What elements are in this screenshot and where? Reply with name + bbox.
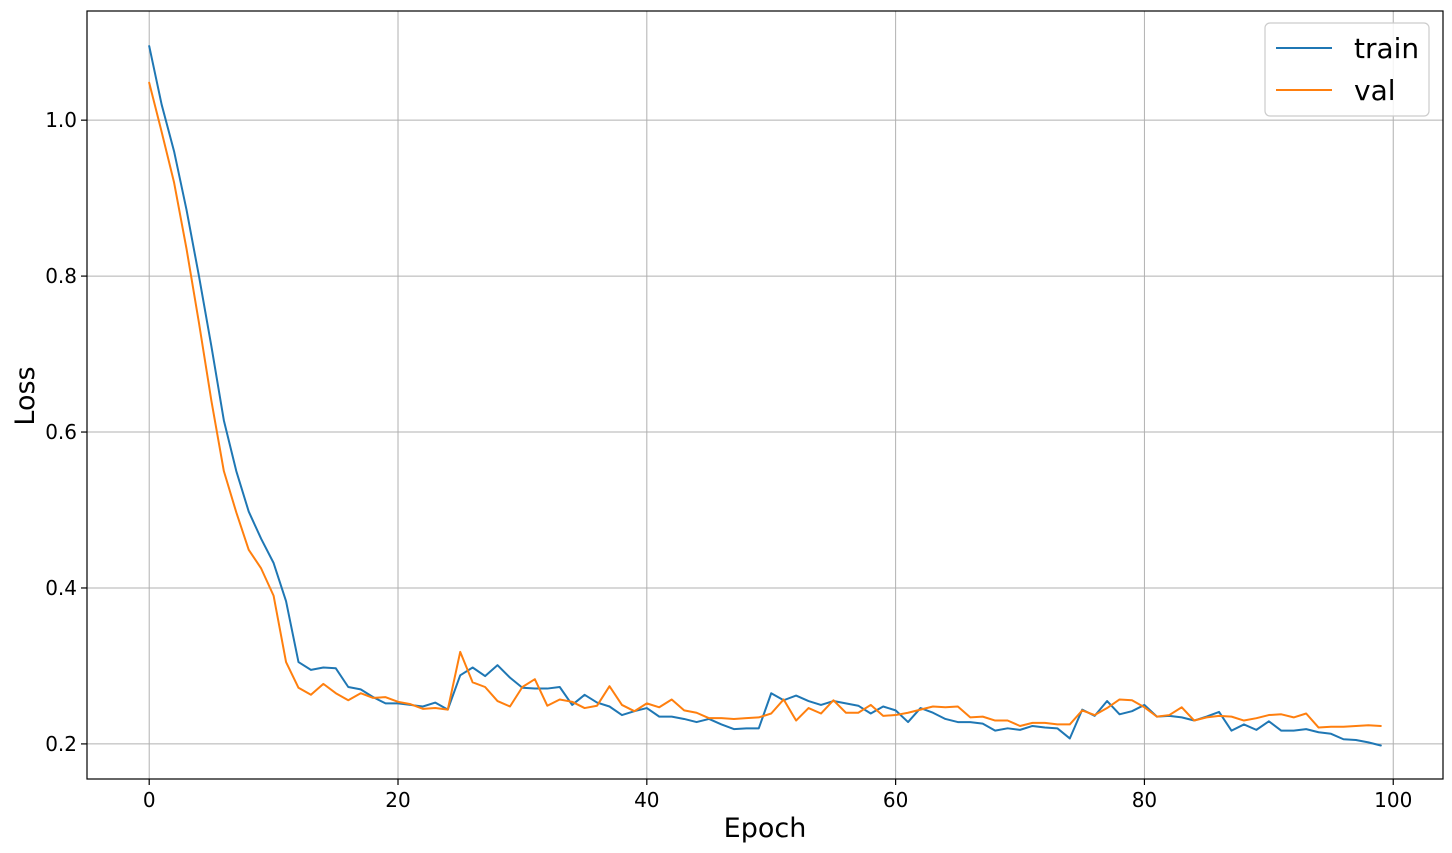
legend: train val bbox=[1264, 22, 1430, 117]
y-axis-label: Loss bbox=[10, 366, 41, 425]
x-tick-label: 20 bbox=[385, 788, 410, 812]
plot-frame bbox=[86, 10, 1444, 780]
y-tick-label: 0.2 bbox=[45, 732, 77, 756]
x-axis-label: Epoch bbox=[724, 813, 807, 844]
y-axis-ticks: 0.2 0.4 0.6 0.8 1.0 bbox=[45, 108, 87, 756]
x-tick-label: 60 bbox=[883, 788, 908, 812]
x-tick-label: 0 bbox=[143, 788, 156, 812]
y-tick-label: 1.0 bbox=[45, 108, 77, 132]
y-tick-label: 0.8 bbox=[45, 264, 77, 288]
series-line-train bbox=[148, 45, 1382, 747]
legend-label-train: train bbox=[1354, 32, 1419, 65]
x-tick-label: 80 bbox=[1132, 788, 1157, 812]
grid-lines bbox=[87, 11, 1443, 779]
x-tick-label: 100 bbox=[1374, 788, 1412, 812]
y-tick-label: 0.6 bbox=[45, 420, 77, 444]
y-tick-label: 0.4 bbox=[45, 576, 77, 600]
x-tick-label: 40 bbox=[634, 788, 659, 812]
series-line-val bbox=[148, 81, 1382, 729]
legend-box bbox=[1264, 22, 1430, 117]
series-lines bbox=[148, 45, 1382, 747]
x-axis-ticks: 0 20 40 60 80 100 bbox=[143, 779, 1412, 812]
legend-label-val: val bbox=[1354, 74, 1396, 107]
